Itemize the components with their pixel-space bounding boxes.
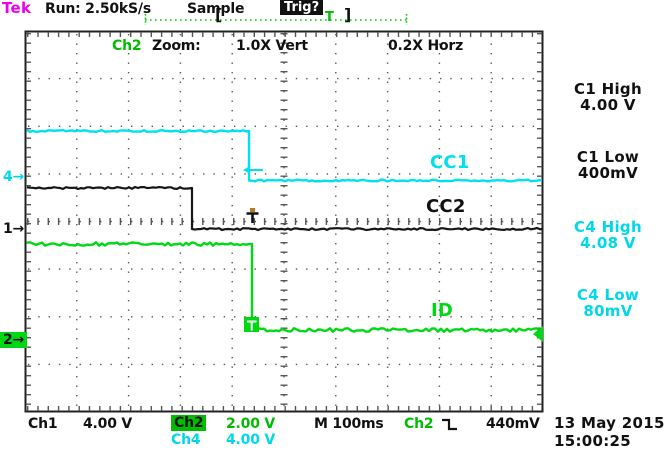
trace-label-id: ID	[431, 300, 454, 321]
channel2-position-marker: 2→	[0, 332, 28, 348]
brand-logo: Tek	[2, 0, 32, 17]
trace-label-cc1: CC1	[430, 152, 470, 173]
zoom-vertical-factor: 1.0X Vert	[236, 38, 308, 54]
trigger-markers	[243, 166, 543, 342]
measurement-c1-high: C1 High 4.00 V	[552, 81, 664, 113]
ch2-scale: 2.00 V	[226, 416, 276, 432]
measurement-value: 4.00 V	[580, 96, 636, 114]
trace-label-cc2: CC2	[426, 196, 466, 217]
timebase-readout: M 100ms	[314, 416, 384, 432]
measurement-c1-low: C1 Low 400mV	[552, 149, 664, 181]
minimap-left-bracket: [	[215, 5, 223, 24]
waveform-traces	[26, 128, 543, 333]
zoom-horizontal-factor: 0.2X Horz	[388, 38, 464, 54]
date-readout: 13 May 2015	[554, 414, 665, 432]
minimap-trigger-t: T	[325, 10, 334, 25]
channel1-position-marker: 1→	[3, 221, 25, 237]
record-minimap	[144, 14, 408, 25]
trigger-level-t-icon	[247, 320, 257, 331]
measurement-c4-low: C4 Low 80mV	[552, 287, 664, 319]
ch1-scale: 4.00 V	[83, 416, 133, 432]
ch4-scale: 4.00 V	[226, 432, 276, 448]
zoom-channel: Ch2	[112, 38, 142, 54]
graticule	[24, 30, 544, 413]
channel4-position-marker: 4→	[3, 169, 25, 185]
minimap-right-bracket: ]	[344, 5, 352, 24]
trace-id	[26, 241, 543, 333]
acquisition-mode: Sample	[187, 1, 245, 17]
time-readout: 15:00:25	[554, 432, 632, 450]
measurement-label: C1 Low	[576, 148, 640, 166]
run-status: Run: 2.50kS/s	[45, 1, 151, 17]
measurement-label: C4 High	[574, 218, 642, 236]
measurement-label: C4 Low	[576, 286, 640, 304]
measurement-label: C1 High	[574, 80, 642, 98]
trigger-level: 440mV	[486, 416, 540, 432]
trigger-point-t-icon	[246, 212, 259, 223]
trace-cc2	[26, 185, 543, 232]
measurement-value: 400mV	[577, 164, 639, 182]
graticule-border	[24, 30, 544, 413]
measurement-value: 4.08 V	[580, 234, 636, 252]
trigger-level-edge-arrow-icon	[533, 326, 543, 342]
ch4-ref-level-arrow-icon	[243, 166, 250, 174]
trace-cc1	[26, 128, 543, 183]
ch4-label: Ch4	[171, 432, 201, 448]
measurement-c4-high: C4 High 4.08 V	[552, 219, 664, 251]
trigger-point-accent	[250, 208, 255, 212]
ch2-label-badge: Ch2	[171, 415, 207, 431]
measurement-value: 80mV	[583, 302, 633, 320]
trigger-status-badge: Trig?	[280, 0, 324, 15]
trigger-source: Ch2	[404, 416, 434, 432]
ch1-label: Ch1	[28, 416, 58, 432]
falling-edge-icon	[442, 418, 457, 431]
zoom-label: Zoom:	[152, 38, 201, 54]
